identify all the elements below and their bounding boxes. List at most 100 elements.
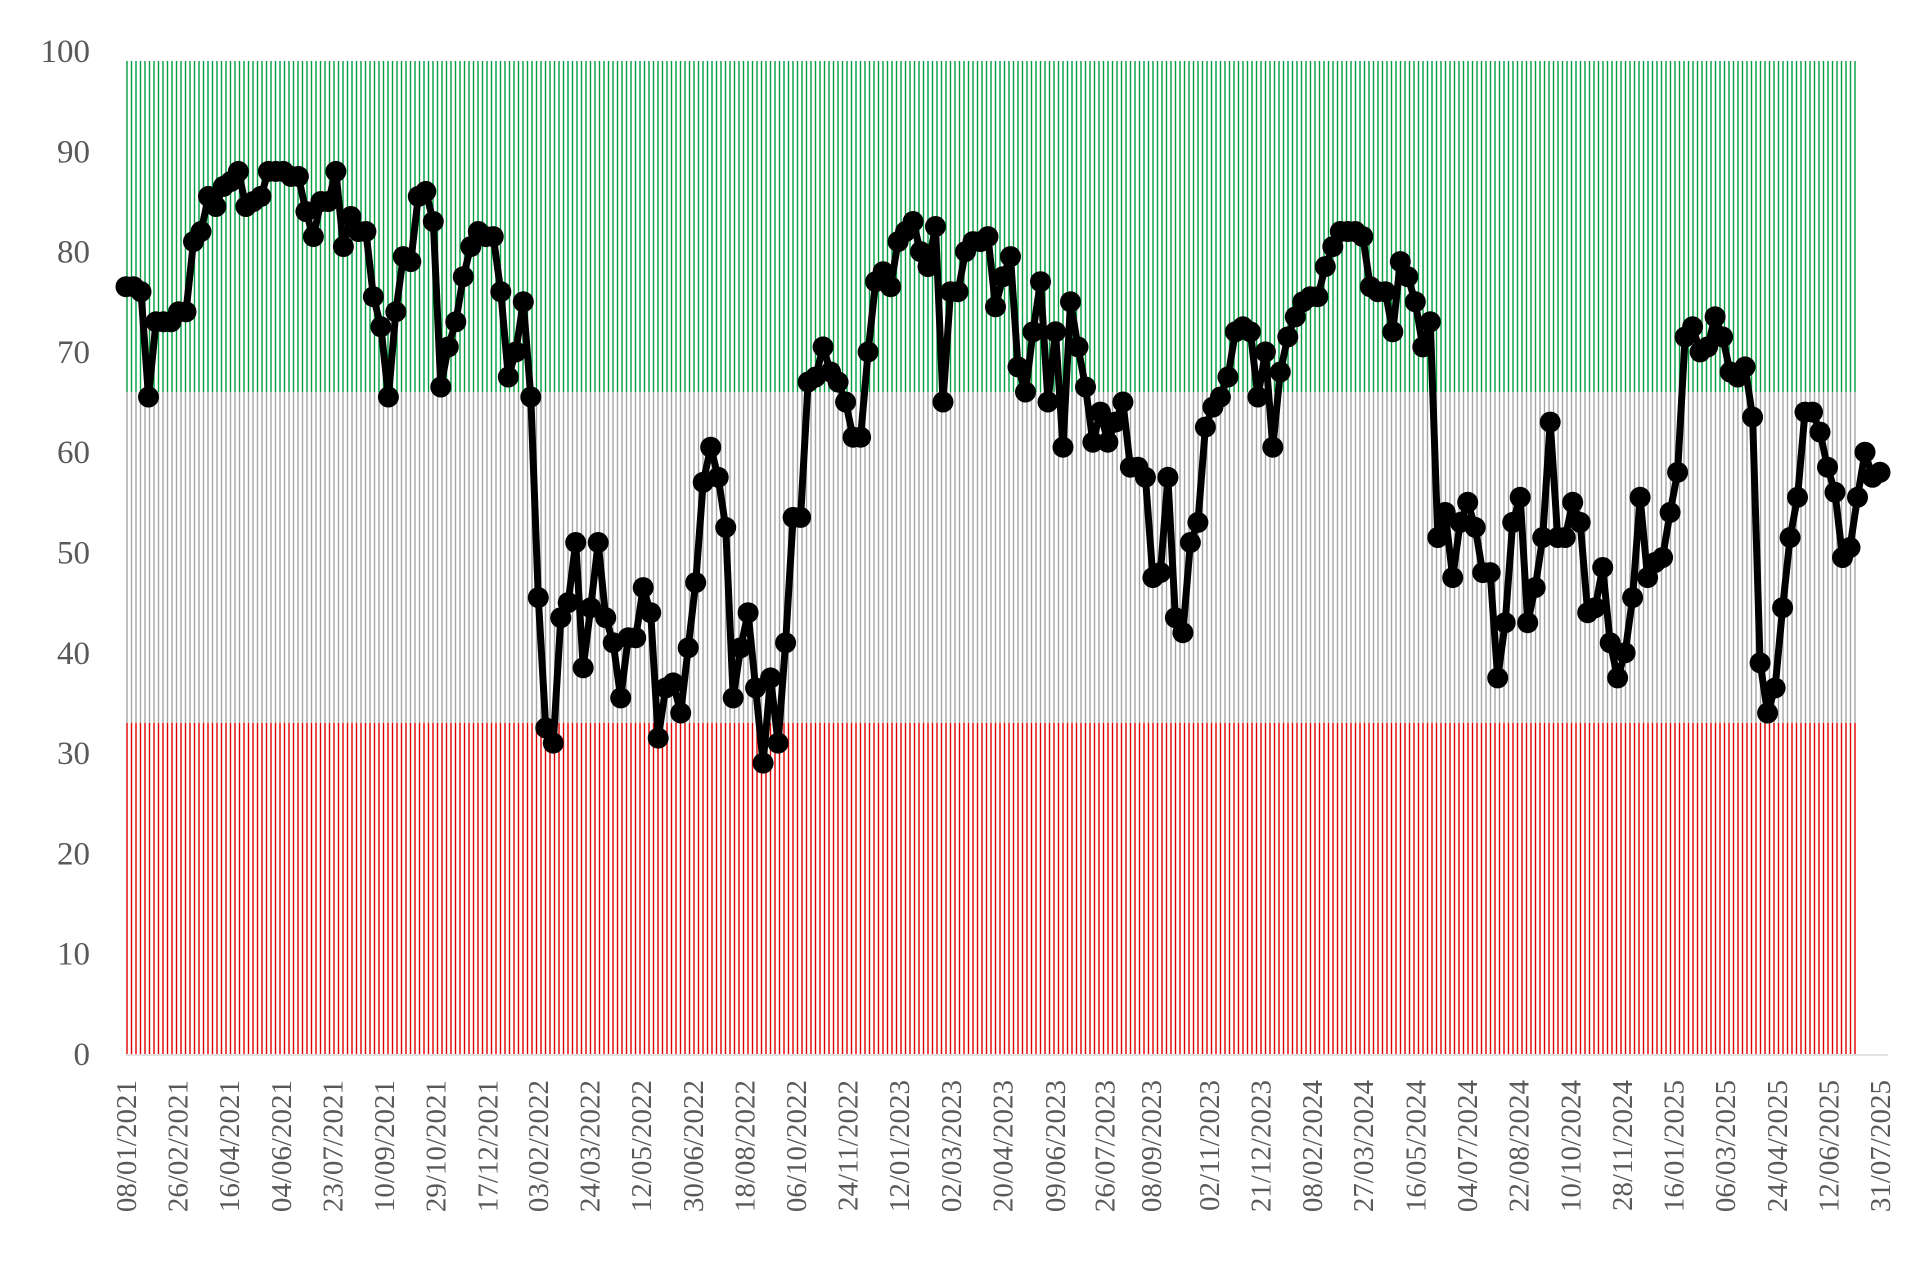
x-tick-label: 24/04/2025: [1762, 1080, 1794, 1212]
x-tick-label: 26/02/2021: [163, 1080, 195, 1212]
x-tick-label: 31/07/2025: [1865, 1080, 1897, 1212]
data-point: [482, 226, 504, 248]
x-tick-label: 12/01/2023: [884, 1080, 916, 1212]
data-point: [1434, 501, 1456, 523]
data-point: [1622, 587, 1644, 609]
data-point: [610, 687, 632, 709]
data-point: [1277, 326, 1299, 348]
y-tick-label: 100: [41, 34, 91, 70]
data-point: [1652, 547, 1674, 568]
data-point: [1457, 491, 1479, 513]
data-point: [1502, 511, 1524, 533]
x-tick-label: 06/03/2025: [1710, 1080, 1742, 1212]
data-point: [1802, 401, 1823, 423]
data-point: [1112, 391, 1134, 413]
data-point: [1659, 501, 1681, 523]
data-point: [1082, 431, 1104, 453]
data-point: [1869, 461, 1891, 483]
y-tick-label: 70: [57, 335, 90, 371]
data-point: [790, 506, 812, 528]
data-point: [1554, 527, 1576, 548]
y-tick-label: 30: [57, 736, 90, 772]
x-tick-label: 16/01/2025: [1659, 1080, 1691, 1212]
x-tick-label: 08/02/2024: [1297, 1080, 1329, 1213]
data-point: [565, 532, 587, 553]
data-point: [760, 667, 782, 689]
data-point: [1592, 557, 1614, 578]
x-tick-label: 08/01/2021: [111, 1080, 143, 1212]
data-point: [1532, 527, 1554, 548]
data-point: [1037, 391, 1059, 413]
x-tick-label: 12/06/2025: [1813, 1080, 1845, 1212]
data-point: [1254, 341, 1276, 363]
x-tick-label: 23/07/2021: [318, 1080, 350, 1212]
data-point: [977, 226, 999, 248]
data-point: [1712, 326, 1734, 348]
data-point: [632, 577, 654, 599]
data-point: [827, 371, 849, 393]
data-point: [1307, 286, 1329, 308]
data-point: [1262, 436, 1284, 458]
y-tick-label: 20: [57, 836, 90, 872]
x-tick-label: 09/06/2023: [1040, 1080, 1072, 1212]
x-tick-label: 28/11/2024: [1607, 1080, 1639, 1212]
data-point: [917, 256, 939, 278]
data-point: [490, 281, 512, 303]
data-point: [835, 391, 857, 413]
data-point: [572, 657, 594, 679]
data-point: [422, 211, 444, 232]
data-point: [1772, 597, 1794, 619]
background-bands: [126, 61, 1856, 1054]
data-point: [745, 677, 767, 699]
data-point: [775, 632, 797, 654]
x-tick-label: 10/10/2024: [1555, 1080, 1587, 1213]
y-tick-label: 0: [74, 1037, 91, 1073]
data-point: [527, 587, 549, 609]
data-point: [400, 251, 422, 273]
data-point: [595, 607, 617, 629]
data-point: [1045, 321, 1066, 343]
x-tick-label: 10/09/2021: [369, 1080, 401, 1212]
data-point: [1179, 532, 1201, 553]
x-tick-label: 29/10/2021: [421, 1080, 453, 1212]
x-tick-label: 18/08/2022: [729, 1080, 761, 1212]
x-axis-tick-labels: 08/01/2021 26/02/2021 16/04/2021 04/06/2021…: [111, 1080, 1897, 1213]
data-series: [115, 160, 1891, 774]
data-point: [317, 191, 339, 212]
data-point: [1104, 411, 1126, 433]
x-tick-label: 02/03/2023: [936, 1080, 968, 1212]
data-point: [205, 196, 227, 217]
data-point: [1314, 256, 1336, 278]
data-point: [1382, 321, 1404, 343]
data-point: [1562, 491, 1584, 513]
data-point: [1524, 577, 1546, 599]
data-point: [250, 185, 272, 207]
data-point: [1030, 271, 1051, 293]
data-point: [1427, 527, 1449, 548]
x-tick-label: 24/03/2022: [575, 1080, 607, 1212]
data-point: [1217, 366, 1239, 388]
data-point: [445, 311, 467, 333]
y-tick-label: 40: [57, 636, 90, 672]
data-point: [227, 160, 249, 182]
x-tick-label: 20/04/2023: [988, 1080, 1020, 1212]
data-point: [332, 236, 354, 258]
data-point: [1539, 411, 1561, 433]
data-point: [130, 281, 152, 303]
data-point: [700, 436, 722, 458]
data-point: [1419, 311, 1441, 333]
data-point: [1854, 441, 1876, 463]
data-point: [452, 266, 474, 288]
x-tick-label: 12/05/2022: [626, 1080, 658, 1212]
data-point: [1734, 356, 1756, 378]
data-point: [1494, 612, 1516, 634]
data-point: [437, 336, 459, 358]
x-tick-label: 08/09/2023: [1136, 1080, 1168, 1212]
data-point: [190, 221, 212, 242]
data-point: [647, 727, 669, 749]
data-point: [1629, 486, 1651, 508]
data-point: [880, 276, 902, 298]
data-point: [580, 597, 602, 619]
data-point: [1374, 281, 1396, 303]
